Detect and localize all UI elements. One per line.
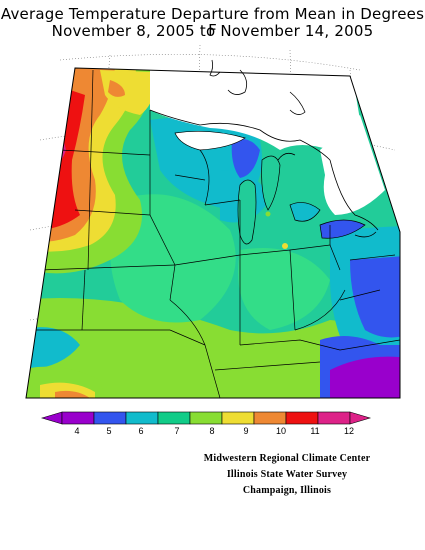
credit-survey: Illinois State Water Survey	[226, 469, 348, 480]
legend-swatch-5	[93, 411, 127, 425]
legend-swatch-8	[189, 411, 223, 425]
map-title-line-1: Average Temperature Departure from Mean …	[0, 5, 425, 39]
legend-swatch-12	[317, 411, 351, 425]
legend-swatch-11	[285, 411, 319, 425]
legend-swatch-9	[221, 411, 255, 425]
legend-label: 10	[275, 426, 286, 436]
legend-label: 4	[74, 426, 80, 436]
legend-label: 12	[343, 426, 354, 436]
legend-swatch-6	[125, 411, 159, 425]
legend-label: 8	[209, 426, 215, 436]
legend-swatch-10	[253, 411, 287, 425]
map-frame	[25, 67, 401, 399]
legend-swatch-7	[157, 411, 191, 425]
great-lakes	[174, 130, 366, 245]
credit-location: Champaign, Illinois	[242, 485, 332, 496]
legend-label: 5	[106, 426, 112, 436]
map-title-line-2: November 8, 2005 to November 14, 2005	[51, 22, 374, 40]
legend-label: 7	[174, 426, 180, 436]
coastline	[149, 59, 379, 238]
credit-organization: Midwestern Regional Climate Center	[203, 453, 371, 464]
state-borders	[30, 69, 400, 398]
legend-label: 9	[243, 426, 249, 436]
legend-label: 6	[138, 426, 144, 436]
legend-label: 11	[310, 426, 320, 436]
legend-color-bar	[40, 411, 372, 425]
legend-swatch-4	[61, 411, 95, 425]
